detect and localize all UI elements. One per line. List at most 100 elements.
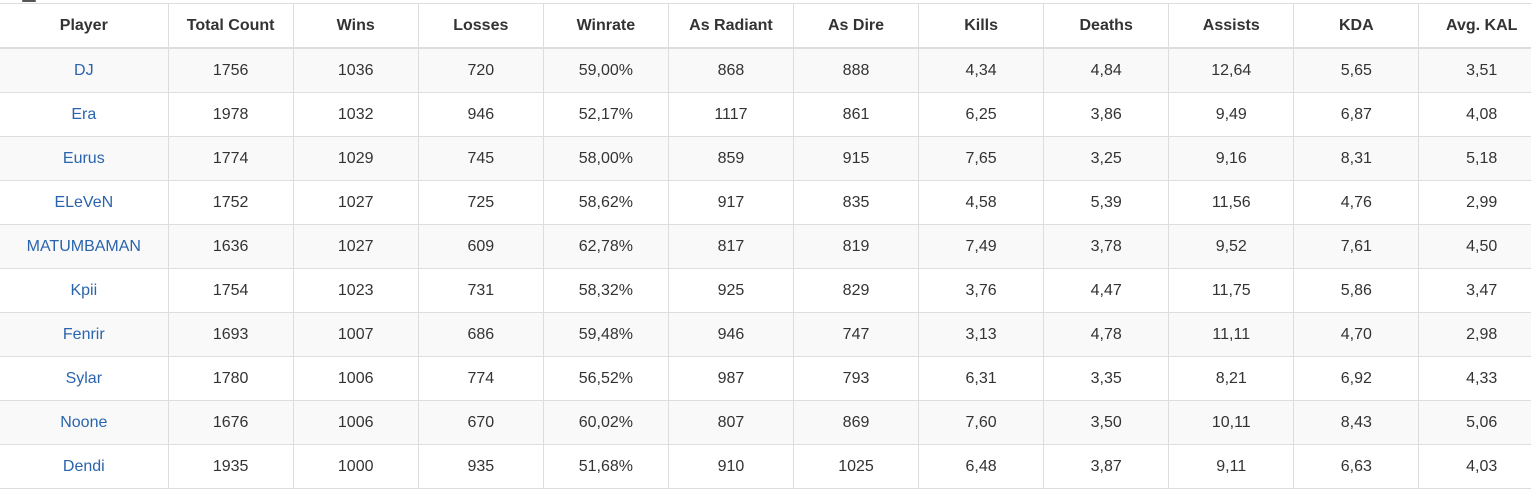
- column-header-total-count[interactable]: Total Count: [167, 3, 294, 49]
- top-strip: [0, 0, 1531, 3]
- player-link[interactable]: DJ: [74, 61, 94, 79]
- cell-as-dire: 888: [792, 48, 919, 93]
- cell-player: Sylar: [0, 356, 169, 401]
- player-link[interactable]: Dendi: [62, 457, 105, 475]
- player-link[interactable]: Eurus: [62, 149, 105, 167]
- player-link[interactable]: Noone: [60, 413, 108, 431]
- cell-kills: 6,48: [918, 444, 1044, 489]
- cell-total-count: 1774: [167, 136, 294, 181]
- cell-player: ELeVeN: [0, 180, 169, 225]
- column-header-player[interactable]: Player: [0, 3, 169, 49]
- cell-assists: 11,11: [1168, 312, 1294, 357]
- cell-losses: 725: [417, 180, 544, 225]
- player-link[interactable]: Kpii: [70, 281, 98, 299]
- cell-as-radiant: 868: [667, 48, 794, 93]
- table-body: DJ 1756 1036 720 59,00% 868 888 4,34 4,84 12,64 5,…: [0, 48, 1531, 489]
- cell-kda: 6,87: [1293, 92, 1419, 137]
- table-row: Era 1978 1032 946 52,17% 1117 861 6,25 3,86 9,49 6…: [0, 92, 1531, 137]
- cell-deaths: 3,35: [1043, 356, 1169, 401]
- cell-losses: 935: [417, 444, 544, 489]
- cell-kda: 5,65: [1293, 48, 1419, 93]
- player-link[interactable]: Sylar: [65, 369, 103, 387]
- cell-as-dire: 835: [792, 180, 919, 225]
- cell-losses: 609: [417, 224, 544, 269]
- cell-winrate: 58,00%: [542, 136, 669, 181]
- cell-wins: 1006: [292, 400, 419, 445]
- cell-kills: 7,60: [918, 400, 1044, 445]
- cell-player: Fenrir: [0, 312, 169, 357]
- cell-as-radiant: 917: [667, 180, 794, 225]
- cell-total-count: 1780: [167, 356, 294, 401]
- cell-winrate: 56,52%: [542, 356, 669, 401]
- player-stats-table: Player Total Count Wins Losses Winrate As Rad…: [0, 3, 1531, 489]
- cell-as-radiant: 910: [667, 444, 794, 489]
- cell-losses: 731: [417, 268, 544, 313]
- cropped-heading-fragment: [22, 0, 36, 2]
- cell-as-dire: 915: [792, 136, 919, 181]
- cell-as-radiant: 859: [667, 136, 794, 181]
- cell-wins: 1023: [292, 268, 419, 313]
- cell-kills: 6,31: [918, 356, 1044, 401]
- cell-kills: 6,25: [918, 92, 1044, 137]
- cell-wins: 1000: [292, 444, 419, 489]
- cell-assists: 9,52: [1168, 224, 1294, 269]
- cell-total-count: 1935: [167, 444, 294, 489]
- cell-kills: 4,34: [918, 48, 1044, 93]
- cell-winrate: 58,32%: [542, 268, 669, 313]
- cell-as-dire: 819: [792, 224, 919, 269]
- player-link[interactable]: Era: [71, 105, 97, 123]
- cell-assists: 11,75: [1168, 268, 1294, 313]
- header-row: Player Total Count Wins Losses Winrate As Rad…: [0, 3, 1531, 49]
- column-header-kills[interactable]: Kills: [918, 3, 1044, 49]
- cell-deaths: 5,39: [1043, 180, 1169, 225]
- player-link[interactable]: Fenrir: [62, 325, 105, 343]
- cell-kills: 3,13: [918, 312, 1044, 357]
- cell-total-count: 1754: [167, 268, 294, 313]
- cell-assists: 9,49: [1168, 92, 1294, 137]
- cell-total-count: 1636: [167, 224, 294, 269]
- column-header-winrate[interactable]: Winrate: [542, 3, 669, 49]
- cell-kda: 4,70: [1293, 312, 1419, 357]
- cell-avg-kal: 3,47: [1418, 268, 1531, 313]
- cell-kda: 7,61: [1293, 224, 1419, 269]
- cell-total-count: 1752: [167, 180, 294, 225]
- player-link[interactable]: MATUMBAMAN: [26, 237, 141, 255]
- cell-kills: 4,58: [918, 180, 1044, 225]
- cell-winrate: 59,48%: [542, 312, 669, 357]
- column-header-wins[interactable]: Wins: [292, 3, 419, 49]
- cell-winrate: 52,17%: [542, 92, 669, 137]
- column-header-as-dire[interactable]: As Dire: [792, 3, 919, 49]
- column-header-avg-kal[interactable]: Avg. KAL: [1418, 3, 1531, 49]
- column-header-deaths[interactable]: Deaths: [1043, 3, 1169, 49]
- cell-avg-kal: 5,18: [1418, 136, 1531, 181]
- table-header: Player Total Count Wins Losses Winrate As Rad…: [0, 3, 1531, 49]
- cell-as-dire: 1025: [792, 444, 919, 489]
- cell-player: Noone: [0, 400, 169, 445]
- cell-kda: 4,76: [1293, 180, 1419, 225]
- cell-total-count: 1676: [167, 400, 294, 445]
- cell-avg-kal: 4,33: [1418, 356, 1531, 401]
- cell-avg-kal: 5,06: [1418, 400, 1531, 445]
- cell-total-count: 1693: [167, 312, 294, 357]
- cell-assists: 10,11: [1168, 400, 1294, 445]
- cell-player: Dendi: [0, 444, 169, 489]
- cell-avg-kal: 4,08: [1418, 92, 1531, 137]
- column-header-assists[interactable]: Assists: [1168, 3, 1294, 49]
- cell-deaths: 3,50: [1043, 400, 1169, 445]
- cell-avg-kal: 2,98: [1418, 312, 1531, 357]
- cell-assists: 8,21: [1168, 356, 1294, 401]
- cell-deaths: 3,87: [1043, 444, 1169, 489]
- cell-winrate: 58,62%: [542, 180, 669, 225]
- cell-avg-kal: 4,03: [1418, 444, 1531, 489]
- column-header-kda[interactable]: KDA: [1293, 3, 1419, 49]
- player-link[interactable]: ELeVeN: [54, 193, 114, 211]
- cell-as-radiant: 1117: [667, 92, 794, 137]
- cell-player: Eurus: [0, 136, 169, 181]
- column-header-as-radiant[interactable]: As Radiant: [667, 3, 794, 49]
- cell-assists: 9,16: [1168, 136, 1294, 181]
- cell-deaths: 3,25: [1043, 136, 1169, 181]
- cell-player: MATUMBAMAN: [0, 224, 169, 269]
- cell-wins: 1027: [292, 224, 419, 269]
- column-header-losses[interactable]: Losses: [417, 3, 544, 49]
- cell-as-dire: 829: [792, 268, 919, 313]
